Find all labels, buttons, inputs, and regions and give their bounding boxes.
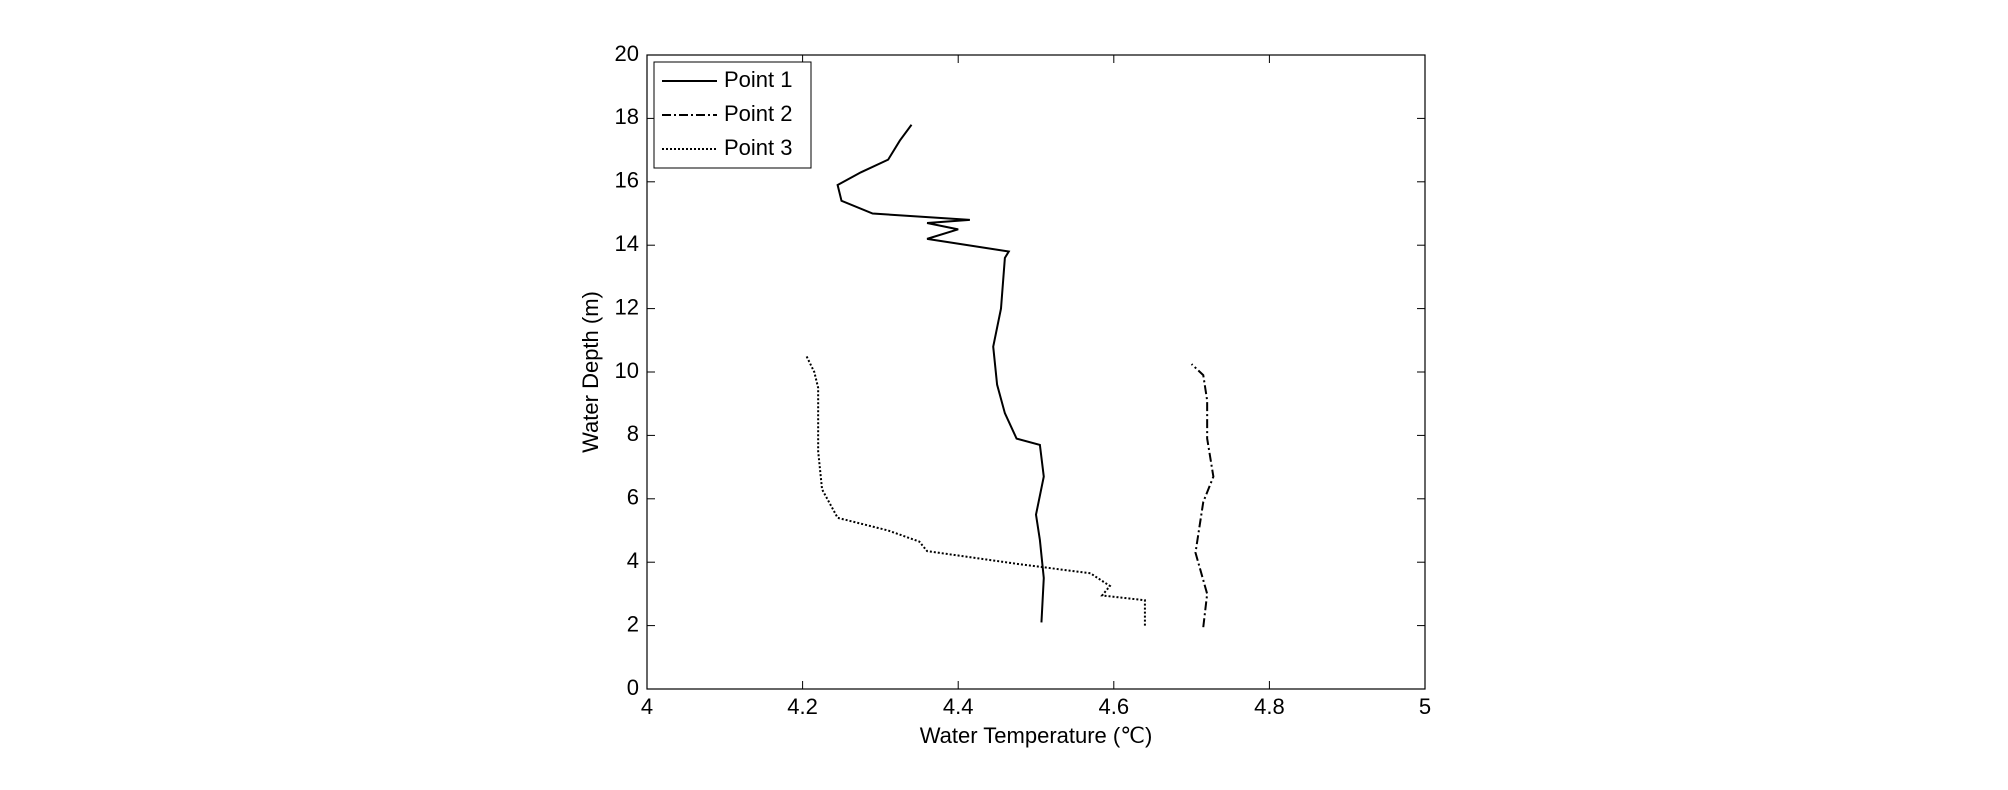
x-tick-label: 4	[641, 694, 653, 719]
y-axis-label: Water Depth (m)	[578, 291, 603, 453]
legend-label: Point 3	[724, 135, 793, 160]
y-tick-label: 8	[627, 421, 639, 446]
x-tick-label: 5	[1419, 694, 1431, 719]
data-line	[836, 124, 1045, 623]
y-tick-label: 2	[627, 611, 639, 636]
y-tick-label: 6	[627, 485, 639, 510]
x-tick-label: 4.2	[787, 694, 818, 719]
legend-box	[653, 61, 812, 169]
x-axis-label: Water Temperature (℃)	[920, 723, 1153, 748]
y-tick-label: 4	[627, 548, 639, 573]
y-tick-label: 0	[627, 675, 639, 700]
y-tick-label: 12	[615, 294, 639, 319]
legend-label: Point 2	[724, 101, 793, 126]
y-tick-label: 14	[615, 231, 639, 256]
x-tick-label: 4.6	[1099, 694, 1130, 719]
y-tick-label: 16	[615, 168, 639, 193]
data-line	[805, 355, 1146, 626]
y-tick-label: 20	[615, 41, 639, 66]
x-tick-label: 4.8	[1254, 694, 1285, 719]
y-tick-label: 18	[615, 104, 639, 129]
legend-label: Point 1	[724, 67, 793, 92]
x-tick-label: 4.4	[943, 694, 974, 719]
data-line	[1190, 363, 1215, 628]
y-tick-label: 10	[615, 358, 639, 383]
